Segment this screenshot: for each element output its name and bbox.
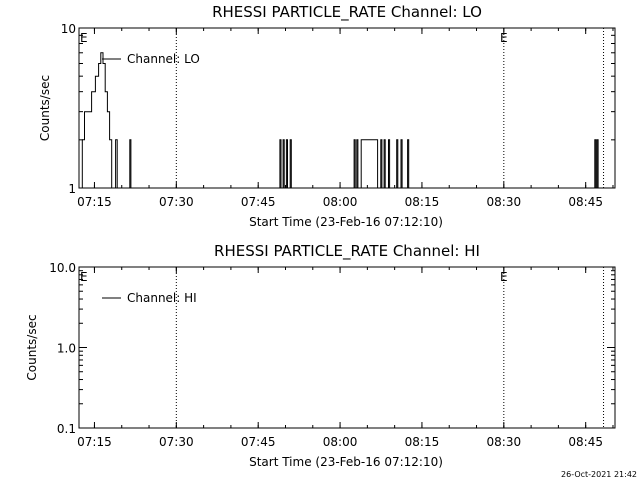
legend-label: Channel: LO <box>127 52 200 66</box>
corner-marker-label: E <box>80 270 88 284</box>
y-tick-label: 1.0 <box>57 342 76 356</box>
y-axis-label: Counts/sec <box>38 75 52 141</box>
x-tick-label: 07:45 <box>241 435 276 449</box>
x-tick-label: 07:30 <box>159 435 194 449</box>
vertical-marker-label: E <box>500 270 508 284</box>
x-tick-label: 07:45 <box>241 195 276 209</box>
series-line <box>79 52 599 189</box>
footer-timestamp: 26-Oct-2021 21:42 <box>561 470 637 479</box>
x-tick-label: 08:15 <box>405 435 440 449</box>
y-tick-label: 10 <box>61 22 76 36</box>
corner-marker-label: E <box>80 31 88 45</box>
x-tick-label: 08:45 <box>568 435 603 449</box>
vertical-marker-label: E <box>500 31 508 45</box>
chart-title: RHESSI PARTICLE_RATE Channel: LO <box>212 3 482 22</box>
x-tick-label: 08:15 <box>405 195 440 209</box>
x-tick-label: 07:15 <box>77 435 112 449</box>
y-tick-label: 0.1 <box>57 422 76 436</box>
x-tick-label: 08:45 <box>568 195 603 209</box>
x-tick-label: 08:00 <box>323 435 358 449</box>
x-tick-label: 07:15 <box>77 195 112 209</box>
y-axis-label: Counts/sec <box>25 314 39 380</box>
legend-label: Channel: HI <box>127 291 197 305</box>
x-tick-label: 08:30 <box>487 435 522 449</box>
x-axis-label: Start Time (23-Feb-16 07:12:10) <box>249 455 443 469</box>
x-tick-label: 07:30 <box>159 195 194 209</box>
chart-title: RHESSI PARTICLE_RATE Channel: HI <box>214 242 480 261</box>
y-tick-label: 1 <box>68 182 76 196</box>
x-tick-label: 08:30 <box>487 195 522 209</box>
x-axis-label: Start Time (23-Feb-16 07:12:10) <box>249 215 443 229</box>
y-tick-label: 10.0 <box>49 261 76 275</box>
x-tick-label: 08:00 <box>323 195 358 209</box>
